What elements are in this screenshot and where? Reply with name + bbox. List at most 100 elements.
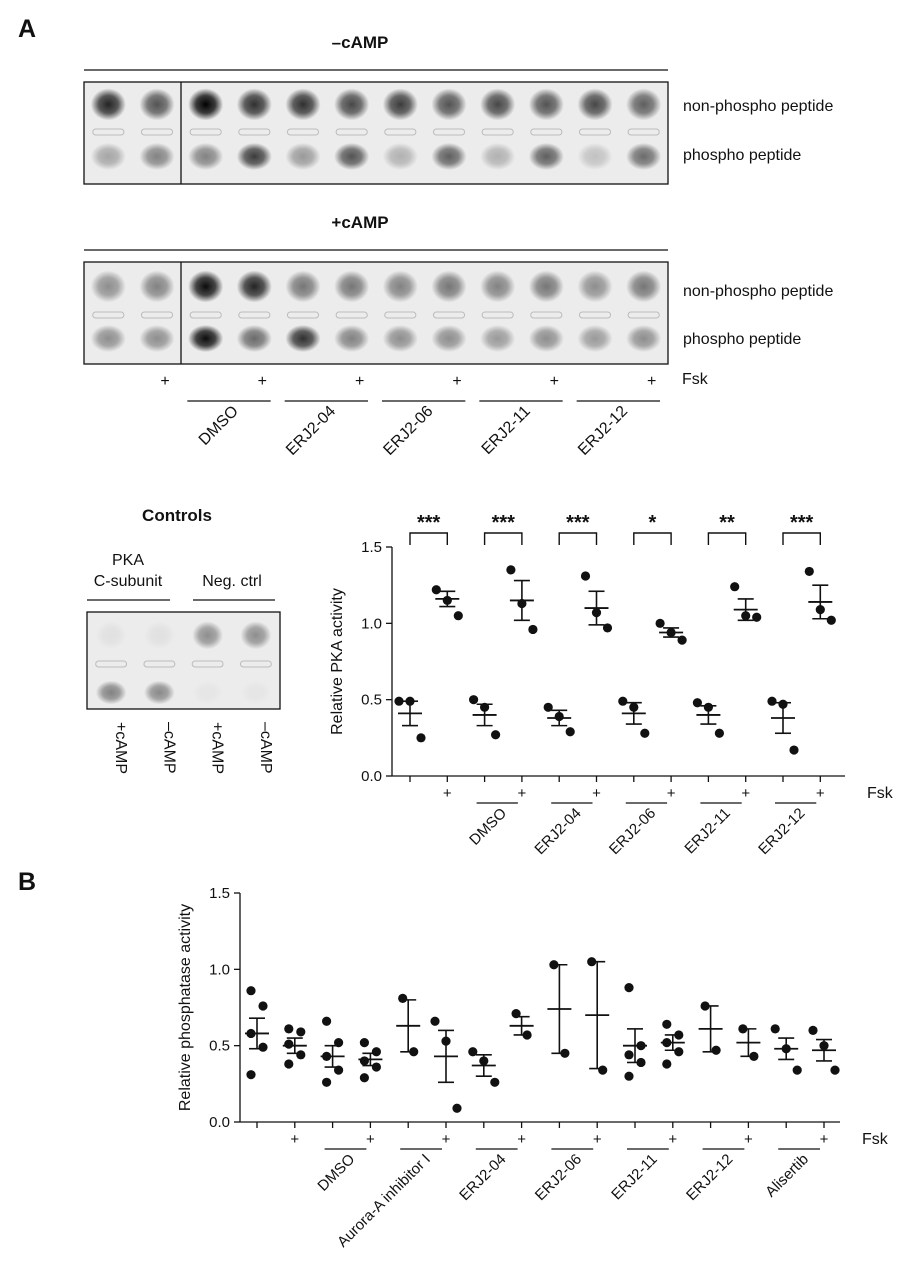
plus-camp-blot-bottom-band-lane-2 (139, 324, 175, 353)
plus-camp-blot-top-band-lane-6 (334, 270, 370, 303)
chart2-y-tick-label: 1.5 (209, 885, 230, 902)
minus-camp-blot-slot-6 (335, 128, 368, 136)
controls-pka-label-line1: PKA (112, 552, 144, 569)
chart2-data-point (749, 1051, 759, 1061)
plus-camp-blot-slot-5 (286, 311, 320, 319)
blot-fsk-plus-10: + (550, 373, 559, 390)
plus-camp-nonphospho-label: non-phospho peptide (683, 283, 833, 300)
panel-b-label: B (18, 868, 36, 896)
chart1-data-point (655, 618, 665, 628)
minus-camp-blot-slot-5 (286, 128, 320, 136)
minus-camp-blot-slot-12 (627, 128, 660, 136)
plus-camp-blot-top-band-lane-10 (528, 270, 564, 303)
chart2-group-label-7: Alisertib (762, 1151, 812, 1201)
chart1-y-tick-label: 1.5 (361, 539, 382, 556)
controls-blot-top-band-lane-2 (143, 621, 175, 650)
chart2-data-point (409, 1047, 419, 1057)
chart2-data-point (258, 1042, 268, 1052)
controls-pka-label-line2: C-subunit (94, 573, 163, 590)
chart2-fsk-label: Fsk (862, 1131, 889, 1148)
chart1-y-tick-label: 0.0 (361, 768, 382, 785)
plus-camp-blot-slot-12 (627, 311, 660, 319)
controls-blot-slot-2 (143, 660, 176, 668)
chart1-data-point (554, 711, 564, 722)
chart2-data-point (296, 1027, 306, 1037)
chart2-data-point (624, 983, 634, 993)
plus-camp-blot-slot-4 (238, 311, 271, 319)
chart2-data-point (490, 1077, 500, 1087)
minus-camp-blot-slot-7 (384, 128, 417, 136)
minus-camp-blot-bottom-band-lane-5 (285, 142, 321, 171)
chart2-data-point (636, 1057, 646, 1068)
chart1-group-label-3: ERJ2-06 (606, 805, 659, 858)
chart1-y-axis-label: Relative PKA activity (329, 588, 346, 735)
chart1-data-point (602, 623, 613, 633)
controls-lane-labels: +cAMP –cAMP +cAMP –cAMP (112, 722, 274, 774)
plus-camp-blot-bottom-band-lane-6 (334, 324, 370, 353)
chart1-data-point (543, 702, 553, 712)
controls-lane-label-2: –cAMP (160, 722, 177, 774)
controls-title: Controls (142, 506, 212, 525)
chart2-data-point (246, 1028, 256, 1039)
plus-camp-blot-bottom-band-lane-9 (480, 324, 516, 353)
controls-blot-bottom-band-lane-4 (240, 681, 271, 705)
chart2-group-label-4: ERJ2-06 (532, 1151, 585, 1204)
plus-camp-blot (83, 261, 669, 365)
blot-fsk-plus-4: + (258, 373, 267, 390)
chart1-data-point (491, 730, 501, 740)
chart2-group-label-5: ERJ2-11 (608, 1151, 661, 1204)
minus-camp-blot-bottom-band-lane-10 (528, 142, 564, 171)
chart2-fsk-plus: + (442, 1131, 451, 1148)
chart1-fsk-plus: + (667, 785, 676, 802)
plus-camp-phospho-label: phospho peptide (683, 331, 801, 348)
minus-camp-blot-slot-11 (578, 128, 612, 136)
blot-fsk-plus-12: + (647, 373, 656, 390)
chart1-data-point (730, 582, 740, 592)
plus-camp-blot-bottom-band-lane-3 (188, 324, 224, 353)
minus-camp-blot-slot-9 (481, 128, 514, 136)
chart2-fsk-plus: + (668, 1131, 677, 1148)
minus-camp-blot (83, 81, 669, 185)
controls-lane-label-3: +cAMP (209, 722, 226, 774)
controls-blot-bottom-band-lane-2 (143, 680, 175, 705)
chart1-data-point (815, 604, 825, 615)
chart1-data-point (528, 624, 538, 635)
controls-blot-top-band-lane-1 (95, 621, 127, 650)
minus-camp-blot-bottom-band-lane-7 (382, 142, 418, 171)
chart1-data-point (453, 611, 463, 621)
chart1-group-label-1: DMSO (466, 805, 510, 849)
plus-camp-blot-bottom-band-lane-8 (431, 324, 467, 353)
phosphatase-activity-chart: 0.0 0.5 1.0 1.5 Relative phosphatase activit… (177, 885, 889, 1251)
plus-camp-blot-bottom-band-lane-10 (528, 324, 564, 353)
plus-camp-blot-top-band-lane-11 (577, 270, 613, 303)
chart2-fsk-plus: + (517, 1131, 526, 1148)
controls-blot-slot-4 (239, 660, 272, 668)
chart2-data-point (468, 1047, 478, 1057)
plus-camp-blot-bottom-band-lane-1 (90, 324, 126, 353)
blot-group-label-5: ERJ2-12 (575, 403, 631, 459)
chart2-data-point (587, 957, 597, 967)
minus-camp-blot-bottom-band-lane-6 (334, 142, 370, 171)
chart2-data-point (322, 1016, 332, 1026)
chart2-data-point (781, 1044, 791, 1054)
blot-fsk-plus-8: + (452, 373, 461, 390)
chart2-group-label-1: DMSO (314, 1151, 358, 1195)
panel-a-label: A (18, 15, 36, 43)
chart2-data-point (398, 993, 408, 1003)
chart2-data-point (334, 1038, 344, 1048)
chart2-data-point (808, 1025, 818, 1035)
minus-camp-blot-bottom-band-lane-12 (626, 142, 662, 171)
controls-blot-top-band-lane-4 (240, 621, 272, 650)
chart1-significance-bracket-3 (558, 532, 598, 545)
chart1-fsk-plus: + (518, 785, 527, 802)
minus-camp-blot-slot-4 (238, 128, 271, 136)
chart2-y-tick-label: 0.0 (209, 1114, 230, 1131)
chart1-data-point (431, 585, 441, 595)
chart1-data-point (394, 696, 404, 706)
chart1-data-point (741, 611, 751, 621)
chart1-group-label-5: ERJ2-12 (755, 805, 808, 858)
chart2-data-point (452, 1103, 462, 1113)
chart1-data-point (416, 733, 426, 743)
chart2-data-point (662, 1059, 672, 1069)
chart2-data-point (770, 1024, 780, 1034)
